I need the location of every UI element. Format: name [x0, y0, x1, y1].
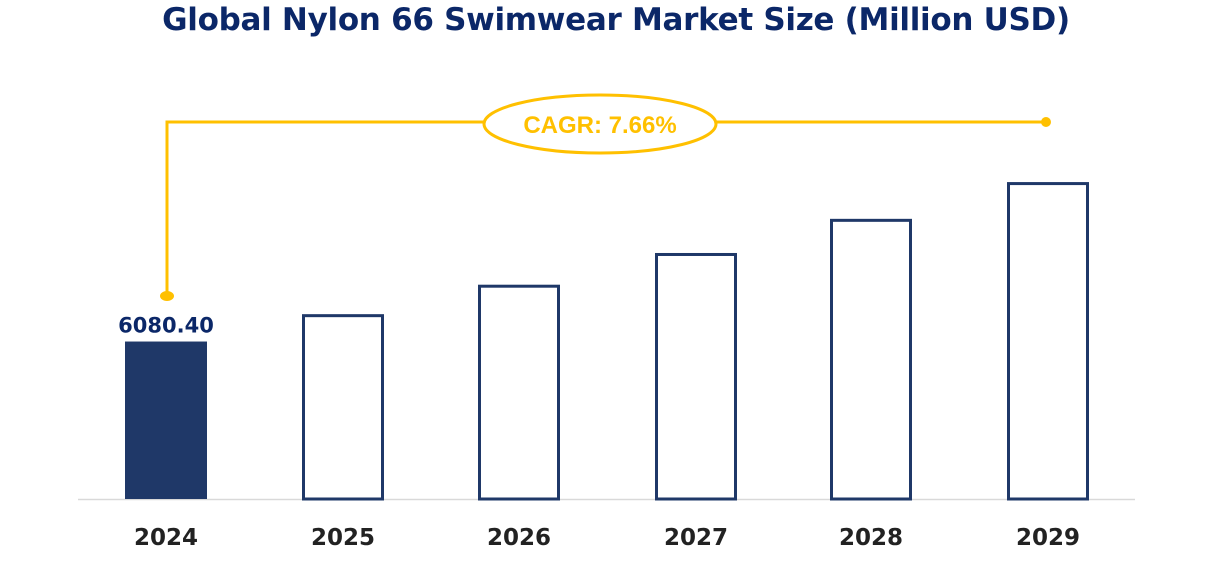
bar-2029 — [1007, 182, 1089, 501]
x-tick-label-2027: 2027 — [664, 525, 728, 551]
cagr-end-dot — [1041, 117, 1051, 127]
cagr-label: CAGR: 7.66% — [523, 112, 676, 139]
x-tick-label-2028: 2028 — [839, 525, 903, 551]
bar-2025 — [302, 314, 384, 501]
cagr-ellipse — [482, 93, 718, 155]
x-tick-label-2026: 2026 — [487, 525, 551, 551]
data-label-2024: 6080.40 — [118, 314, 214, 338]
chart-title: Global Nylon 66 Swimwear Market Size (Mi… — [162, 2, 1070, 38]
x-tick-label-2029: 2029 — [1016, 525, 1080, 551]
cagr-start-dot — [160, 291, 174, 301]
bar-2028 — [830, 218, 912, 501]
x-tick-label-2024: 2024 — [134, 525, 198, 551]
bar-2024 — [125, 341, 207, 499]
x-tick-label-2025: 2025 — [311, 525, 375, 551]
bar-2026 — [478, 284, 560, 501]
cagr-line-left — [165, 120, 484, 296]
bar-2027 — [655, 252, 737, 501]
